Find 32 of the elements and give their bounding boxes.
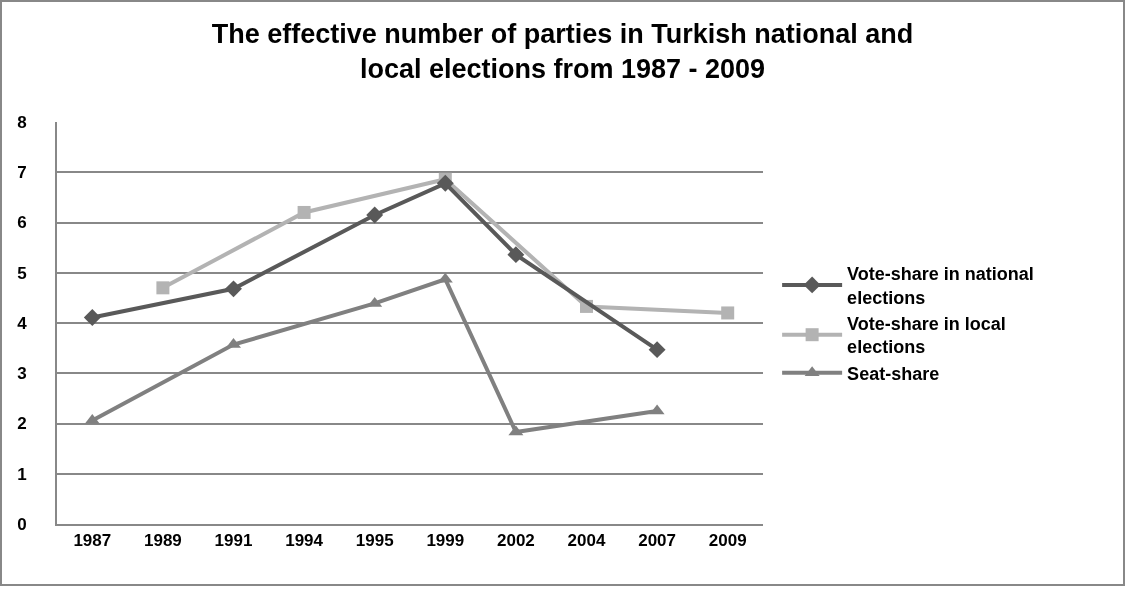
- point: [507, 246, 525, 264]
- y-tick-label: 6: [17, 213, 27, 233]
- y-tick-label: 1: [17, 464, 27, 484]
- x-tick-label: 2009: [708, 531, 747, 551]
- x-tick-label: 2002: [496, 531, 535, 551]
- chart-title: The effective number of parties in Turkish national and local elections from 1987 - 2009: [211, 18, 914, 84]
- point: [721, 306, 735, 320]
- x-tick-label: 1989: [143, 531, 182, 551]
- y-tick-label: 3: [17, 364, 27, 384]
- y-tick-label: 0: [17, 514, 27, 534]
- legend-label: Seat-share: [847, 363, 940, 384]
- x-tick-label: 1999: [426, 531, 465, 551]
- y-tick-label: 8: [17, 112, 27, 132]
- point: [225, 280, 242, 298]
- point: [83, 309, 101, 326]
- x-tick-label: 1995: [355, 531, 394, 551]
- point: [156, 281, 170, 295]
- point: [648, 341, 666, 359]
- x-tick-label: 2004: [567, 531, 606, 551]
- x-tick-label: 2007: [638, 531, 677, 551]
- legend-label: Vote-share in national elections: [847, 264, 1034, 308]
- x-tick-label: 1987: [73, 531, 112, 551]
- legend-label: Vote-share in local elections: [847, 314, 1006, 358]
- y-tick-label: 4: [17, 313, 28, 333]
- point: [436, 174, 454, 192]
- y-tick-label: 7: [17, 163, 27, 183]
- x-tick-label: 1991: [214, 531, 253, 551]
- y-tick-label: 2: [17, 414, 27, 434]
- point: [297, 205, 311, 219]
- point: [366, 206, 384, 224]
- y-tick-label: 5: [17, 263, 27, 283]
- x-tick-label: 1994: [285, 531, 324, 551]
